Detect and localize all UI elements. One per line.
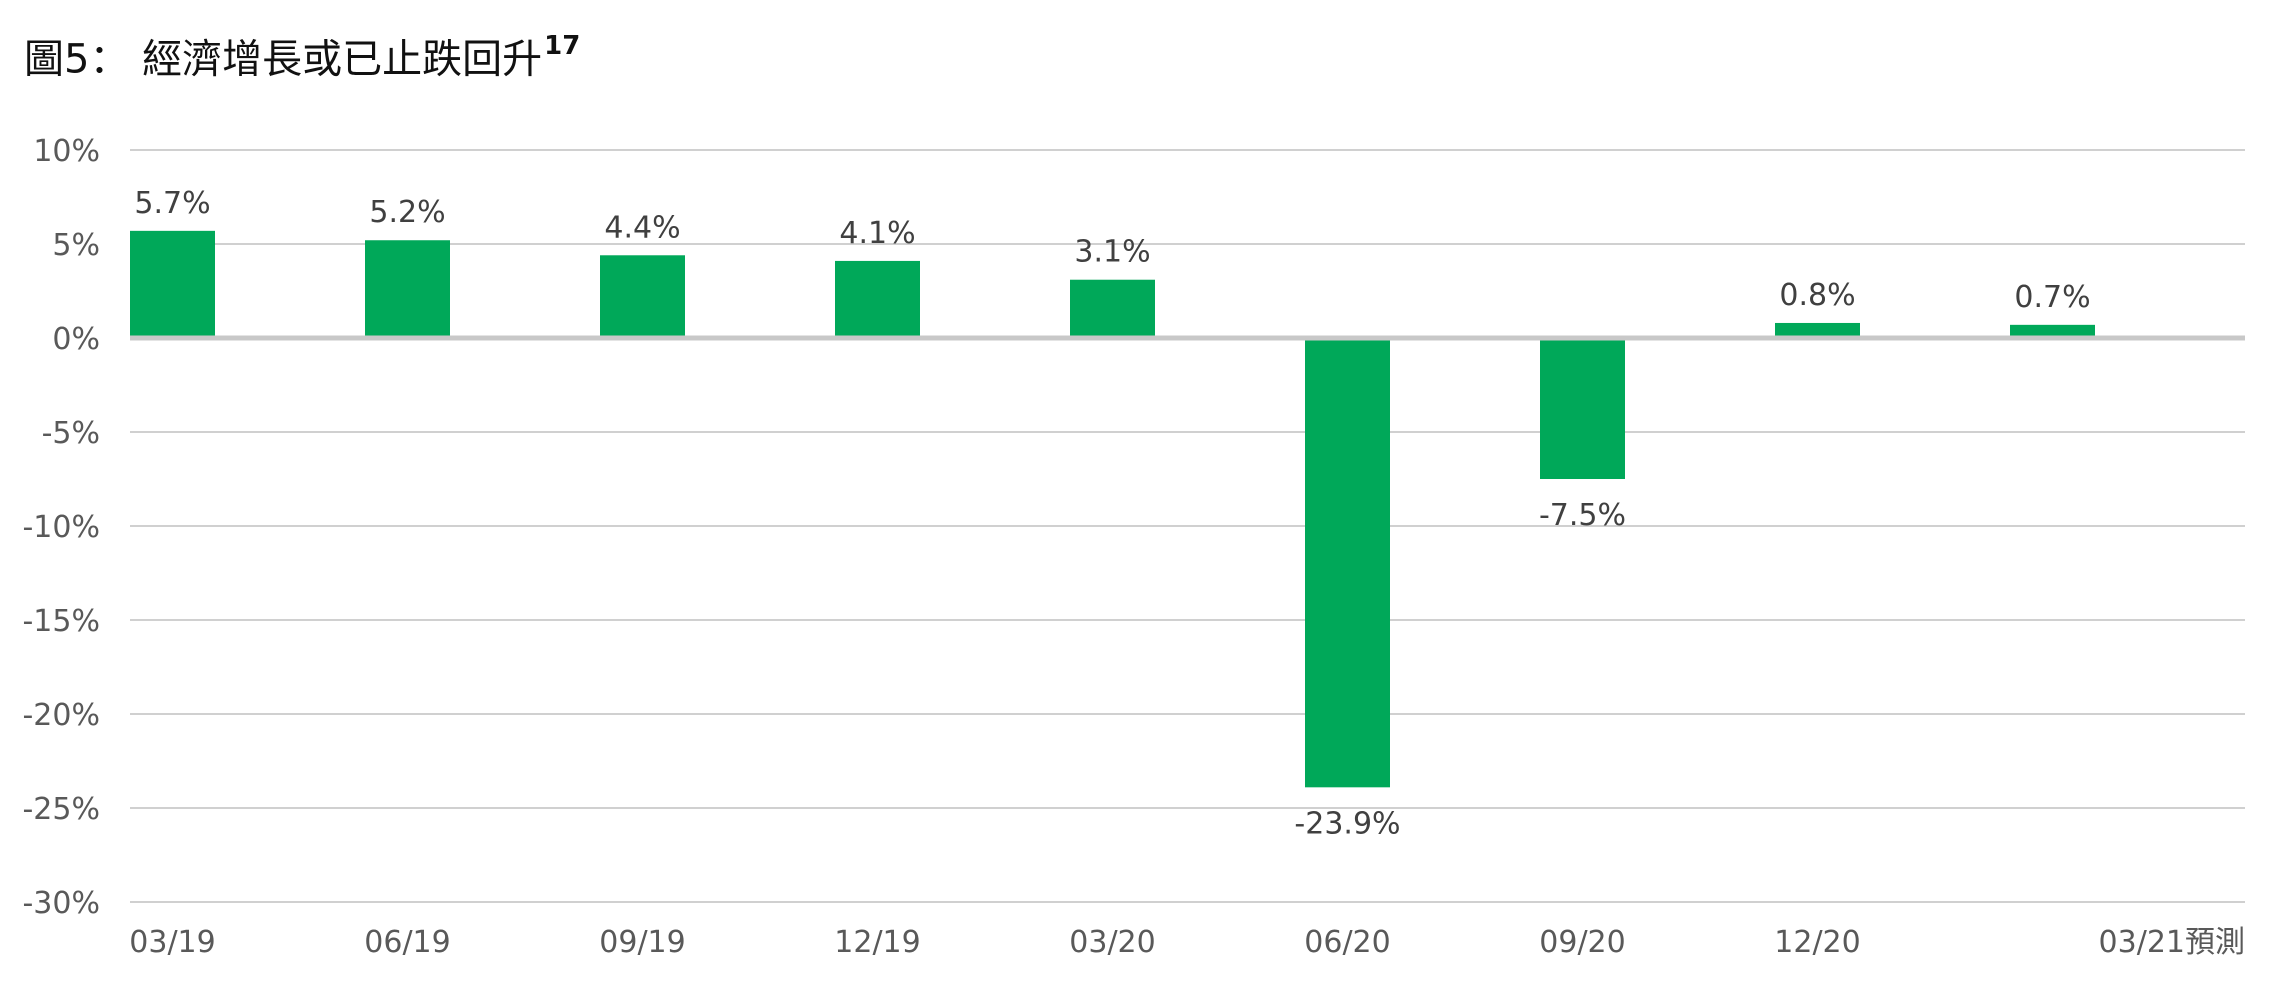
bar — [2010, 324, 2095, 338]
y-axis: 10% 5% 0% -5% -10% -15% -20% -25% -30% — [22, 134, 100, 921]
x-tick-label: 12/19 — [834, 925, 920, 960]
y-tick-label: -10% — [22, 510, 100, 545]
y-tick-label: 0% — [52, 322, 100, 357]
data-label: -7.5% — [1539, 498, 1626, 533]
bar — [365, 240, 450, 338]
bar — [1070, 279, 1155, 338]
x-tick-label: 06/19 — [364, 925, 450, 960]
x-tick-label: 03/20 — [1069, 925, 1155, 960]
y-tick-label: -30% — [22, 886, 100, 921]
x-tick-label: 03/19 — [129, 925, 215, 960]
bar — [600, 255, 685, 338]
x-tick-label: 06/20 — [1304, 925, 1390, 960]
y-tick-label: 10% — [33, 134, 100, 169]
bar — [1775, 322, 1860, 338]
bars — [130, 230, 2095, 788]
y-tick-label: -25% — [22, 792, 100, 827]
bar — [1305, 338, 1390, 788]
data-label: 4.4% — [604, 210, 680, 245]
gridlines — [130, 149, 2245, 903]
y-tick-label: -5% — [42, 416, 100, 451]
title-footnote: 17 — [544, 31, 581, 61]
x-tick-label: 12/20 — [1774, 925, 1860, 960]
data-label: -23.9% — [1294, 806, 1400, 841]
data-label: 0.8% — [1779, 278, 1855, 313]
x-axis: 03/19 06/19 09/19 12/19 03/20 06/20 09/20 12/20… — [129, 925, 2245, 960]
chart-title: 圖5： 經濟增長或已止跌回升17 — [24, 22, 580, 87]
x-tick-label: 09/19 — [599, 925, 685, 960]
y-tick-label: -15% — [22, 604, 100, 639]
chart-title-text: 圖5： 經濟增長或已止跌回升 — [24, 36, 543, 83]
data-label: 3.1% — [1074, 235, 1150, 270]
data-label: 5.7% — [134, 186, 210, 221]
x-tick-label: 09/20 — [1539, 925, 1625, 960]
data-label: 0.7% — [2014, 280, 2090, 315]
data-label: 5.2% — [369, 195, 445, 230]
y-tick-label: 5% — [52, 228, 100, 263]
bar — [835, 260, 920, 338]
y-tick-label: -20% — [22, 698, 100, 733]
x-tick-label: 03/21預測 — [2099, 925, 2245, 960]
bar — [130, 230, 215, 338]
data-label: 4.1% — [839, 216, 915, 251]
data-labels: 5.7% 5.2% 4.4% 4.1% 3.1% -23.9% -7.5% 0.8% 0.7% — [134, 186, 2090, 841]
bar — [1540, 338, 1625, 479]
